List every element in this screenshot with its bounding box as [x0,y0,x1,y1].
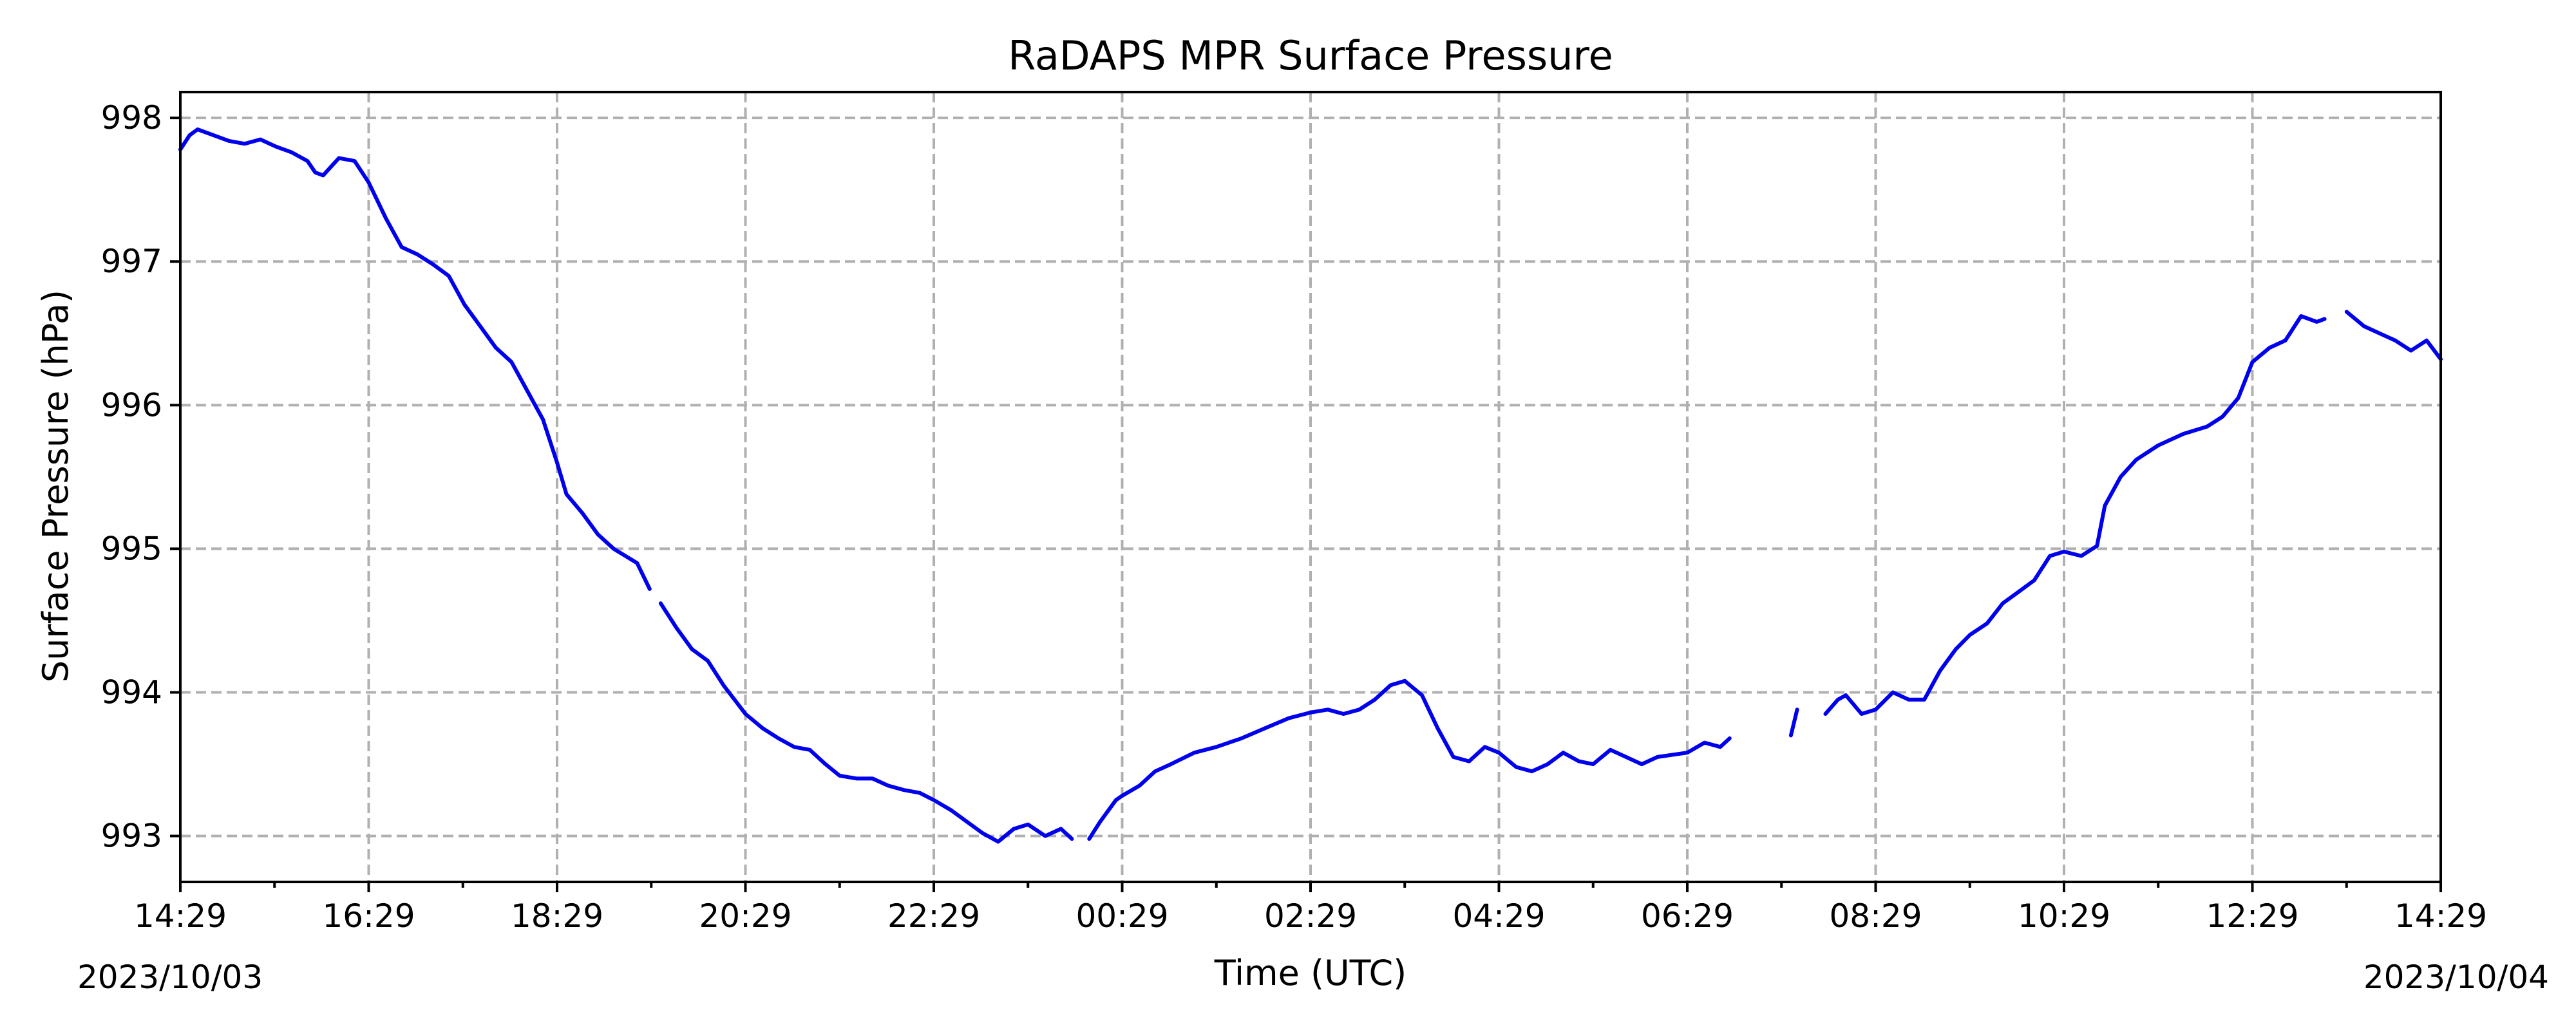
pressure-series-segment [1087,679,1732,841]
x-end-date-label: 2023/10/04 [2363,959,2549,996]
pressure-series-segment [1788,707,1799,738]
pressure-series-segment [2344,310,2443,361]
pressure-series-segment [1823,314,2327,716]
x-tick-label: 16:29 [322,897,415,935]
y-axis-label: Surface Pressure (hPa) [35,290,76,682]
x-tick-label: 04:29 [1452,897,1545,935]
x-tick-label: 14:29 [134,897,227,935]
x-tick-label: 02:29 [1264,897,1357,935]
x-axis-label: Time (UTC) [1214,953,1407,993]
y-tick-label: 998 [101,99,162,136]
x-tick-label: 00:29 [1075,897,1168,935]
x-tick-label: 10:29 [2018,897,2110,935]
axis-ticks [170,117,2442,892]
y-tick-label: 993 [101,818,162,855]
x-tick-label: 18:29 [511,897,603,935]
y-tick-label: 994 [101,674,162,711]
x-tick-label: 20:29 [699,897,791,935]
pressure-series-segment [658,601,1074,844]
grid [179,92,2442,882]
y-tick-label: 997 [101,243,162,280]
x-tick-label: 08:29 [1829,897,1922,935]
chart-title: RaDAPS MPR Surface Pressure [1008,32,1613,79]
x-tick-label: 22:29 [887,897,980,935]
x-tick-label: 06:29 [1641,897,1734,935]
series-line-group [178,127,2443,844]
x-start-date-label: 2023/10/03 [77,959,263,996]
y-tick-label: 995 [101,530,162,567]
pressure-series-segment [178,127,652,591]
x-tick-label: 12:29 [2206,897,2298,935]
x-tick-label: 14:29 [2394,897,2487,935]
y-tick-label: 996 [101,386,162,424]
